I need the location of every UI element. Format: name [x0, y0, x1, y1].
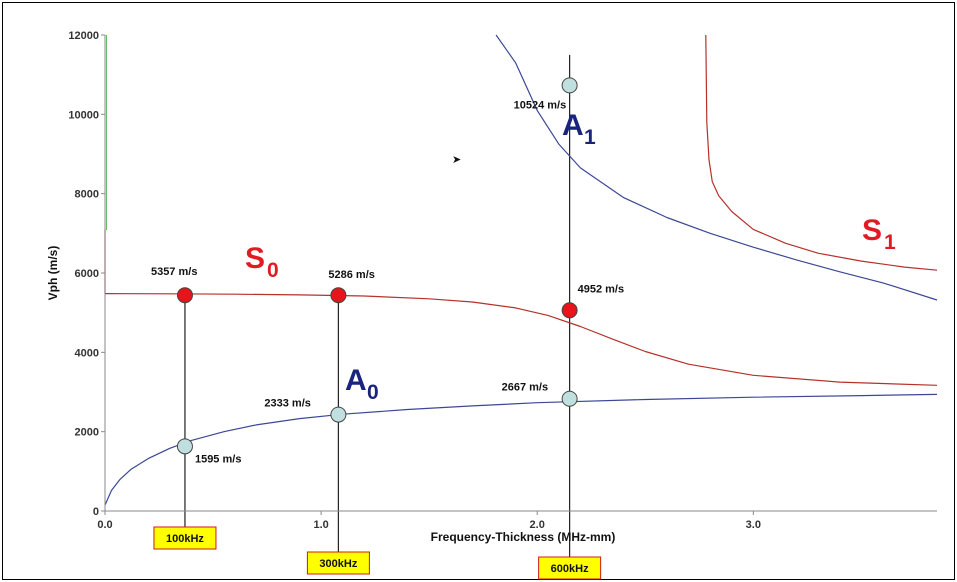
x-tick-label: 1.0 [313, 519, 328, 531]
x-tick-label: 0.0 [97, 519, 112, 531]
value-labels: 5357 m/s 5286 m/s 4952 m/s 1595 m/s 2333 m/s… [151, 99, 624, 465]
marker-a0 [330, 406, 347, 423]
value-label: 2333 m/s [264, 398, 310, 410]
curve-s1 [705, 34, 938, 271]
mode-label-s0: S [245, 242, 265, 275]
marker-a0 [561, 390, 578, 407]
mode-label-a1: A [562, 109, 584, 142]
a1-marker-arrow: ➤ [452, 154, 461, 166]
y-tick-label: 10000 [68, 109, 99, 121]
y-tick-label: 2000 [75, 427, 99, 439]
curve-a1 [495, 34, 938, 301]
mode-label-a0: A [345, 364, 367, 397]
curve-s0 [104, 293, 938, 386]
curve-a0 [104, 393, 938, 506]
marker-a1 [561, 77, 578, 94]
x-ticks: 0.0 1.0 2.0 3.0 [97, 511, 761, 531]
x-tick-label: 2.0 [530, 519, 545, 531]
marker-s0 [176, 287, 193, 304]
mode-labels: S 0A 0A 1S 1 [245, 109, 896, 404]
marker-s0 [561, 302, 578, 319]
value-markers [176, 77, 578, 455]
frequency-boxes: 100kHz 300kHz 600kHz [153, 526, 602, 580]
mode-label-sub: 0 [367, 381, 379, 404]
marker-s0 [330, 287, 347, 304]
value-label: 5286 m/s [328, 269, 374, 281]
y-tick-label: 8000 [75, 189, 99, 201]
mode-label-sub: 1 [584, 126, 596, 149]
marker-a0 [176, 438, 193, 455]
y-tick-label: 12000 [68, 30, 99, 42]
value-label: 4952 m/s [578, 283, 624, 295]
mode-label-sub: 0 [267, 259, 279, 282]
value-label: 10524 m/s [514, 99, 567, 111]
frequency-box [306, 551, 370, 575]
value-label: 2667 m/s [502, 382, 548, 394]
x-tick-label: 3.0 [746, 519, 761, 531]
mode-curves [104, 34, 938, 506]
mode-label-s1: S [862, 214, 882, 247]
y-tick-label: 6000 [75, 268, 99, 280]
y-tick-label: 0 [93, 506, 99, 518]
frequency-box-label: 300kHz [319, 558, 357, 570]
y-tick-label: 4000 [75, 347, 99, 359]
frequency-box [153, 526, 217, 550]
y-ticks: 0 2000 4000 6000 8000 10000 12000 [68, 30, 105, 518]
value-label: 1595 m/s [195, 453, 241, 465]
frequency-box-label: 600kHz [551, 563, 589, 575]
frequency-box-label: 100kHz [166, 533, 204, 545]
frequency-box [538, 556, 602, 580]
mode-label-sub: 1 [884, 231, 896, 254]
value-label: 5357 m/s [151, 266, 197, 278]
x-axis-title: Frequency-Thickness (MHz-mm) [431, 530, 616, 544]
y-axis-title: Vph (m/s) [46, 246, 60, 301]
